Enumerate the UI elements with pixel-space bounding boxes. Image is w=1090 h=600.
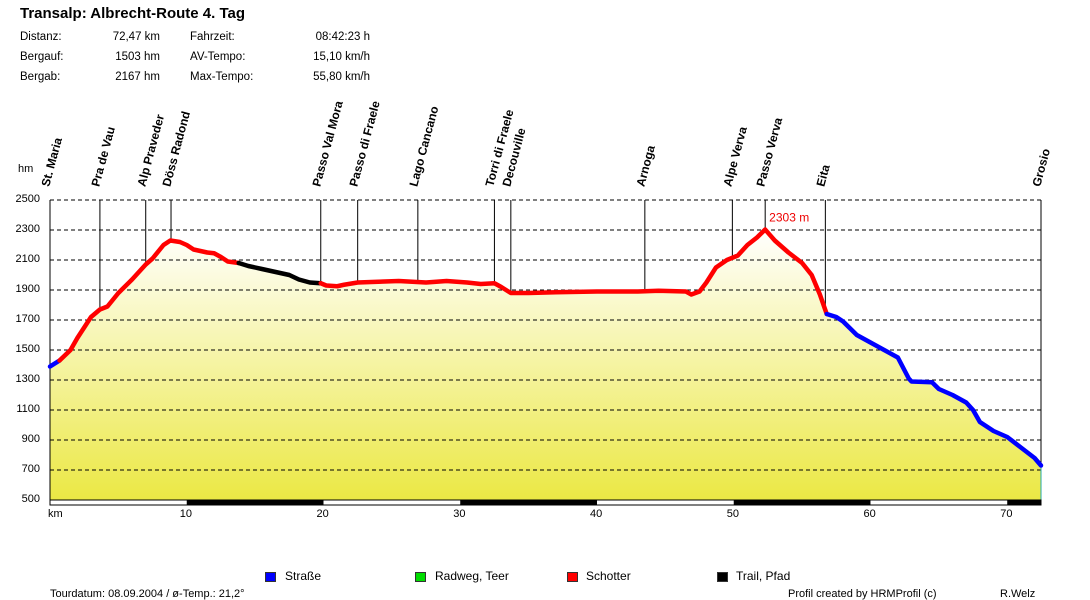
distance-bar-segment	[1007, 500, 1041, 505]
distance-bar-segment	[186, 500, 324, 505]
y-tick-label: 1300	[15, 373, 40, 385]
stat-label: Bergauf:	[20, 51, 64, 63]
stat-value: 15,10 km/h	[313, 51, 370, 63]
x-tick-label: 20	[316, 508, 329, 520]
stat-label: Bergab:	[20, 71, 61, 83]
y-tick-label: 2300	[15, 223, 40, 235]
y-tick-label: 1100	[16, 403, 40, 415]
legend-swatch-schotter	[567, 572, 578, 582]
x-tick-label: 70	[1000, 508, 1013, 520]
stat-label: Max-Tempo:	[190, 71, 254, 83]
profile-segment	[824, 311, 1044, 468]
legend-swatch-trail	[717, 572, 728, 582]
x-tick-label: 50	[726, 508, 739, 520]
y-tick-label: 500	[21, 493, 40, 505]
distance-bar-segment	[733, 500, 871, 505]
legend-radweg: Radweg, Teer	[435, 569, 509, 583]
y-tick-label: 1700	[15, 313, 40, 325]
stat-value: 55,80 km/h	[313, 71, 370, 83]
x-tick-label: 10	[179, 508, 192, 520]
profile-segment	[236, 260, 324, 286]
y-tick-label: 1900	[15, 283, 40, 295]
profile-segment	[57, 238, 241, 363]
y-tick-label: 900	[21, 433, 40, 445]
legend-trail: Trail, Pfad	[736, 569, 791, 583]
stat-value: 08:42:23 h	[315, 31, 370, 43]
y-tick-label: 1500	[15, 343, 40, 355]
x-tick-label: 40	[589, 508, 603, 520]
legend-swatch-radweg	[415, 572, 426, 582]
stat-value: 2167 hm	[115, 71, 160, 83]
elevation-fill	[50, 229, 1041, 501]
credit: Profil created by HRMProfil (c)	[788, 588, 937, 600]
y-tick-label: 2100	[15, 253, 40, 265]
stat-label: Fahrzeit:	[190, 31, 235, 43]
chart-title: Transalp: Albrecht-Route 4. Tag	[20, 5, 246, 22]
legend-schotter: Schotter	[586, 569, 631, 583]
tour-info: Tourdatum: 08.09.2004 / ø-Temp.: 21,2°	[50, 588, 245, 600]
distance-bar-segment	[460, 500, 597, 505]
legend-strasse: Straße	[285, 569, 322, 583]
author: R.Welz	[1000, 588, 1036, 600]
x-tick-label: 60	[863, 508, 876, 520]
stat-value: 1503 hm	[115, 51, 160, 63]
stat-label: AV-Tempo:	[190, 51, 246, 63]
stat-value: 72,47 km	[112, 31, 160, 43]
y-tick-label: 2500	[15, 193, 40, 205]
stat-label: Distanz:	[20, 31, 62, 43]
peak-label: 2303 m	[769, 211, 809, 225]
x-tick-label: 30	[453, 508, 466, 520]
y-axis-label: hm	[18, 163, 34, 175]
legend-swatch-strasse	[265, 572, 276, 582]
x-axis-label: km	[48, 508, 63, 520]
y-tick-label: 700	[21, 463, 40, 475]
profile-segment	[318, 227, 829, 317]
